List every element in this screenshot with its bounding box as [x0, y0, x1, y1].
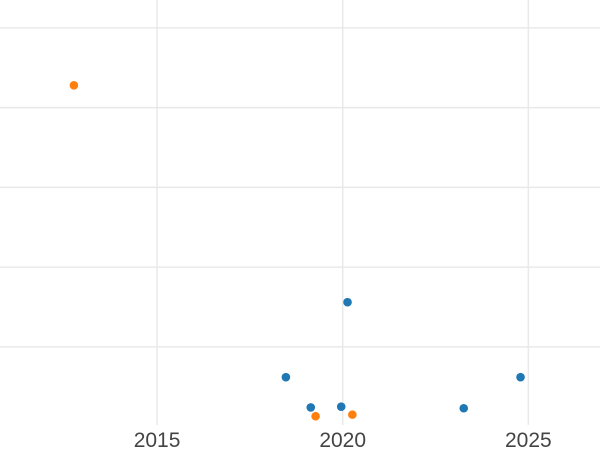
scatter-point-orange: [348, 410, 357, 419]
scatter-point-blue: [336, 402, 346, 411]
scatter-point-blue: [343, 297, 352, 307]
x-tick-label: 2025: [504, 429, 552, 450]
scatter-point-blue: [459, 403, 469, 413]
scatter-point-orange: [69, 81, 79, 90]
scatter-point-blue: [516, 372, 525, 382]
scatter-point-blue: [281, 372, 291, 382]
scatter-point-orange: [311, 411, 320, 421]
x-tick-label: 2015: [133, 429, 181, 450]
scatter-point-blue: [306, 403, 316, 412]
x-tick-label: 2020: [319, 429, 367, 450]
